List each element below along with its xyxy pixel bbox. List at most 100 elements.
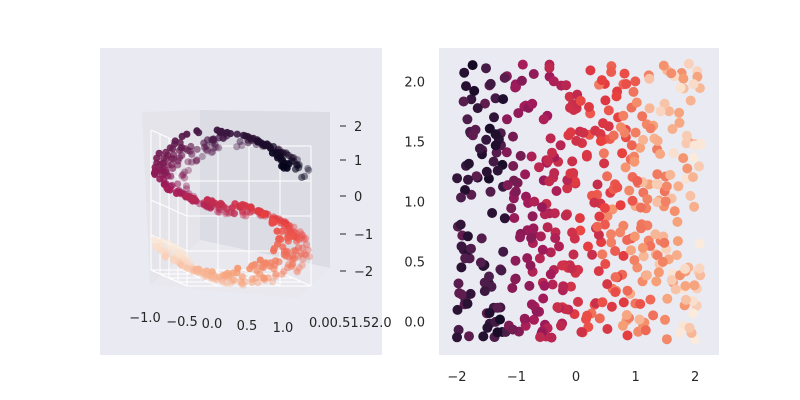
x3d-tick-label: 1.0	[273, 321, 294, 336]
scatter3d-point	[260, 211, 268, 219]
scatter-point	[570, 176, 580, 187]
scatter-point	[637, 242, 648, 253]
scatter-point	[526, 151, 537, 162]
scatter3d-point	[181, 174, 189, 182]
scatter-point	[629, 231, 640, 242]
scatter3d-point	[177, 261, 185, 269]
scatter-point	[660, 314, 670, 325]
scatter3d-point	[155, 149, 163, 157]
scatter-point	[592, 179, 603, 190]
scatter3d-point	[161, 253, 169, 261]
scatter-point	[481, 166, 492, 177]
scatter-point	[542, 222, 553, 233]
scatter3d-point	[259, 140, 267, 148]
scatter-point	[452, 173, 463, 184]
scatter-point	[626, 140, 637, 151]
scatter-point	[463, 174, 473, 185]
scatter-point	[610, 287, 621, 298]
scatter-point	[546, 332, 557, 343]
scatter3d-point	[224, 269, 232, 277]
scatter-point	[464, 331, 474, 342]
scatter-point	[490, 140, 501, 151]
scatter-point	[520, 169, 531, 180]
x3d-tick-label: −1.0	[129, 311, 161, 326]
scatter-point	[489, 112, 499, 123]
scatter3d-point	[230, 210, 238, 218]
scatter-point	[482, 322, 493, 333]
scatter3d-point	[193, 145, 201, 153]
scatter-point	[655, 149, 666, 159]
scatter-point	[462, 298, 473, 309]
scatter-point	[631, 97, 642, 108]
scatter3d-point	[273, 227, 281, 235]
scatter-point	[499, 213, 510, 224]
scatter-point	[682, 163, 693, 174]
scatter-point	[526, 233, 537, 243]
scatter3d-point	[293, 268, 301, 276]
scatter-point	[502, 114, 512, 125]
scatter3d-point	[254, 207, 262, 215]
scatter3d-point	[172, 189, 181, 197]
scatter-point	[606, 237, 617, 248]
scatter3d-point	[192, 157, 200, 165]
scatter-point	[694, 161, 704, 172]
z3d-tick-label: 0	[354, 190, 362, 205]
scatter3d-point	[253, 137, 261, 145]
scatter-point	[543, 155, 554, 166]
scatter-point	[549, 208, 560, 219]
scatter-point	[668, 148, 679, 159]
scatter-point	[688, 79, 699, 90]
scatter-point	[554, 241, 564, 252]
scatter-point	[629, 156, 640, 167]
scatter-point	[465, 288, 476, 299]
scatter-point	[634, 314, 645, 325]
scatter-point	[593, 229, 604, 240]
scatter-point	[620, 162, 631, 173]
scatter-point	[462, 114, 473, 125]
scatter-point	[551, 186, 562, 196]
scatter-point	[606, 301, 617, 312]
scatter-point	[651, 276, 662, 287]
scatter-point	[619, 68, 630, 79]
x-tick-label: 2	[691, 370, 699, 385]
scatter3d-point	[213, 126, 221, 134]
scatter-point	[456, 192, 466, 203]
z3d-tick-label: 1	[354, 154, 362, 169]
scatter-point	[618, 110, 629, 121]
scatter-point	[575, 95, 586, 106]
scatter-point	[481, 134, 492, 145]
scatter-point	[487, 208, 498, 218]
ticks-3d: −1.0 −0.5 0.0 0.5 1.0 2 1 0 −1 −2 0.00.51.52.0	[129, 120, 391, 336]
scatter3d-point	[276, 234, 284, 242]
z3d-tick-label: −2	[354, 265, 373, 280]
scatter3d-point	[169, 255, 177, 263]
scatter-point	[498, 246, 509, 257]
scatter-point	[469, 85, 480, 96]
scatter-point	[480, 98, 490, 109]
scatter-point	[602, 324, 613, 334]
scatter-point	[566, 281, 576, 292]
y-tick-label: 2.0	[404, 76, 425, 91]
scatter-point	[681, 138, 692, 149]
scatter-point	[526, 299, 537, 310]
scatter3d-point	[283, 234, 291, 242]
scatter-point	[548, 76, 559, 87]
scatter-point	[547, 279, 558, 290]
scatter-point	[496, 265, 507, 276]
scatter3d-point	[231, 210, 239, 218]
scatter3d-point	[270, 245, 278, 253]
scatter-point	[652, 169, 663, 180]
scatter-point	[498, 94, 509, 105]
scatter-point	[455, 219, 466, 230]
scatter-point	[688, 308, 698, 319]
scatter-point	[575, 225, 586, 236]
scatter3d-point	[182, 182, 191, 190]
scatter-point	[622, 285, 633, 296]
scatter-point	[621, 79, 632, 89]
y-tick-label: 1.5	[404, 136, 425, 151]
scatter-point	[636, 223, 646, 234]
scatter-point	[506, 203, 517, 214]
scatter-point	[657, 256, 668, 267]
scatter-point	[658, 60, 669, 71]
scatter-point	[675, 82, 686, 93]
